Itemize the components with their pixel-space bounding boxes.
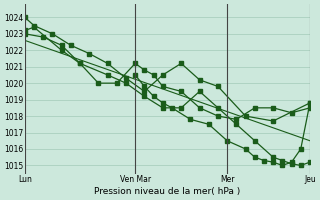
X-axis label: Pression niveau de la mer( hPa ): Pression niveau de la mer( hPa ) (94, 187, 241, 196)
